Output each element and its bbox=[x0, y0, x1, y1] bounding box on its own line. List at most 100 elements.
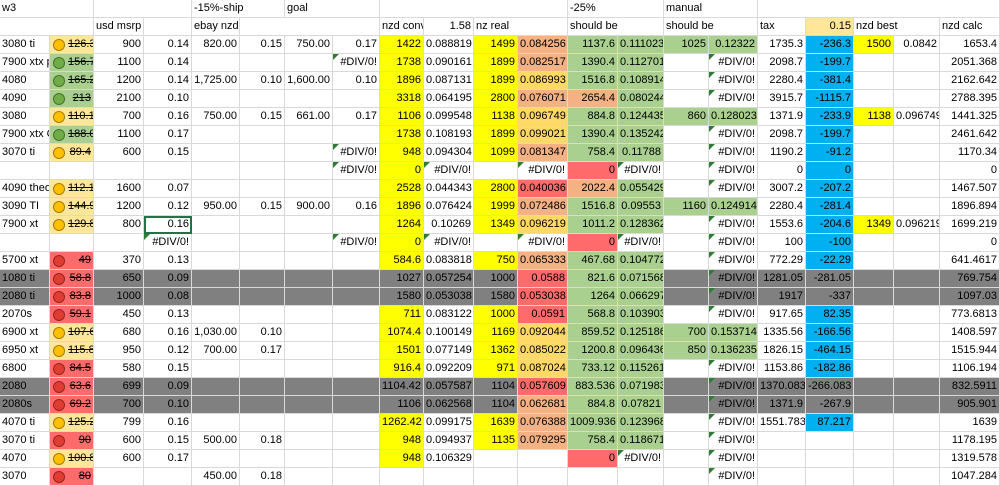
header-nz-real[interactable]: nz real bbox=[474, 18, 568, 36]
cell-conv[interactable]: 1501 bbox=[380, 342, 424, 360]
cell-p2[interactable] bbox=[240, 450, 285, 468]
cell-r1[interactable]: 0.088819 bbox=[424, 36, 474, 54]
cell-taxd[interactable]: -233.9 bbox=[806, 108, 854, 126]
cell-tax[interactable]: 1281.05 bbox=[758, 270, 806, 288]
cell-r1[interactable] bbox=[424, 468, 474, 486]
cell-calc[interactable]: 1653.4 bbox=[940, 36, 1000, 54]
cell-p3[interactable] bbox=[333, 378, 380, 396]
cell-manual[interactable]: 700 bbox=[664, 324, 709, 342]
cell-usd[interactable] bbox=[94, 234, 144, 252]
cell-bestp[interactable] bbox=[894, 342, 940, 360]
cell-tax[interactable]: 1371.9 bbox=[758, 108, 806, 126]
cell-nzreal[interactable]: 1639 bbox=[474, 414, 518, 432]
cell-p1[interactable]: 0.09 bbox=[144, 378, 192, 396]
cell-w3[interactable]: 80 bbox=[50, 468, 94, 486]
cell-tax[interactable]: 1553.6 bbox=[758, 216, 806, 234]
cell-best[interactable] bbox=[854, 306, 894, 324]
cell-calc[interactable]: 905.901 bbox=[940, 396, 1000, 414]
cell-goal[interactable] bbox=[285, 450, 333, 468]
cell-w3[interactable]: 125.2 bbox=[50, 414, 94, 432]
cell-name[interactable]: 7900 xt bbox=[0, 216, 50, 234]
cell-r1[interactable]: 0.094304 bbox=[424, 144, 474, 162]
cell-p1[interactable]: 0.16 bbox=[144, 108, 192, 126]
cell-goal[interactable] bbox=[285, 252, 333, 270]
header-nzd-conve[interactable]: nzd conve bbox=[380, 18, 424, 36]
cell-name[interactable]: 4080 bbox=[0, 72, 50, 90]
cell-tax[interactable] bbox=[758, 450, 806, 468]
cell-r1[interactable]: 0.099175 bbox=[424, 414, 474, 432]
header-rate[interactable]: 1.58 bbox=[424, 18, 474, 36]
cell-taxd[interactable] bbox=[806, 450, 854, 468]
cell-best[interactable] bbox=[854, 90, 894, 108]
cell-conv[interactable]: 1422 bbox=[380, 36, 424, 54]
cell-tax[interactable]: 1371.9 bbox=[758, 396, 806, 414]
cell-calc[interactable]: 0 bbox=[940, 162, 1000, 180]
cell-should[interactable]: 821.6 bbox=[568, 270, 618, 288]
cell-p1[interactable] bbox=[144, 468, 192, 486]
cell-r1[interactable]: 0.10269 bbox=[424, 216, 474, 234]
cell-bestp[interactable] bbox=[894, 90, 940, 108]
cell-manual[interactable] bbox=[664, 360, 709, 378]
cell-should[interactable]: 859.52 bbox=[568, 324, 618, 342]
cell-calc[interactable]: 0 bbox=[940, 234, 1000, 252]
cell-p2[interactable] bbox=[240, 216, 285, 234]
cell-taxd[interactable] bbox=[806, 432, 854, 450]
cell-r1[interactable]: 0.094937 bbox=[424, 432, 474, 450]
cell-manual[interactable] bbox=[664, 306, 709, 324]
cell-should[interactable]: 568.8 bbox=[568, 306, 618, 324]
cell-nzpct[interactable]: 0.086993 bbox=[518, 72, 568, 90]
cell-best[interactable]: 1500 bbox=[854, 36, 894, 54]
cell-goal[interactable] bbox=[285, 90, 333, 108]
cell-taxd[interactable]: 0 bbox=[806, 162, 854, 180]
cell-s2[interactable]: 0.055429 bbox=[618, 180, 664, 198]
cell-ebay[interactable]: 700.00 bbox=[192, 342, 240, 360]
cell-usd[interactable]: 950 bbox=[94, 342, 144, 360]
cell-goal[interactable] bbox=[285, 306, 333, 324]
cell-nzpct[interactable]: 0.079295 bbox=[518, 432, 568, 450]
cell-p1[interactable]: 0.13 bbox=[144, 252, 192, 270]
cell-nzpct[interactable]: 0.053038 bbox=[518, 288, 568, 306]
cell-name[interactable]: 3090 TI bbox=[0, 198, 50, 216]
cell-nzpct[interactable] bbox=[518, 450, 568, 468]
cell-p2[interactable]: 0.15 bbox=[240, 36, 285, 54]
cell-usd[interactable]: 1100 bbox=[94, 126, 144, 144]
cell-should[interactable]: 1264 bbox=[568, 288, 618, 306]
cell-p3[interactable] bbox=[333, 324, 380, 342]
cell-nzpct[interactable]: 0.040036 bbox=[518, 180, 568, 198]
cell-p2[interactable] bbox=[240, 396, 285, 414]
cell-bestp[interactable] bbox=[894, 396, 940, 414]
cell-conv[interactable]: 1896 bbox=[380, 72, 424, 90]
cell-w3[interactable]: 165.2 bbox=[50, 72, 94, 90]
cell-calc[interactable]: 1441.325 bbox=[940, 108, 1000, 126]
cell-taxd[interactable]: -1115.7 bbox=[806, 90, 854, 108]
blank[interactable] bbox=[758, 0, 1000, 18]
cell-nzpct[interactable]: 0.081347 bbox=[518, 144, 568, 162]
cell-name[interactable]: 6800 bbox=[0, 360, 50, 378]
cell-nzreal[interactable]: 1499 bbox=[474, 36, 518, 54]
cell-bestp[interactable] bbox=[894, 252, 940, 270]
cell-r1[interactable]: 0.099548 bbox=[424, 108, 474, 126]
cell-conv[interactable]: 1074.4 bbox=[380, 324, 424, 342]
header-nzd-calc[interactable]: nzd calc bbox=[940, 18, 1000, 36]
cell-bestp[interactable] bbox=[894, 324, 940, 342]
cell-nzreal[interactable] bbox=[474, 450, 518, 468]
cell-conv[interactable]: 916.4 bbox=[380, 360, 424, 378]
cell-best[interactable] bbox=[854, 126, 894, 144]
cell-w3[interactable]: 63.6 bbox=[50, 378, 94, 396]
cell-usd[interactable]: 370 bbox=[94, 252, 144, 270]
cell-tax[interactable]: 2280.4 bbox=[758, 198, 806, 216]
cell-tax[interactable]: 2098.7 bbox=[758, 126, 806, 144]
cell-p3[interactable] bbox=[333, 180, 380, 198]
cell-should[interactable]: 733.12 bbox=[568, 360, 618, 378]
cell-nzpct[interactable]: 0.096219 bbox=[518, 216, 568, 234]
cell-nzreal[interactable]: 2800 bbox=[474, 180, 518, 198]
cell-nzreal[interactable]: 750 bbox=[474, 252, 518, 270]
cell-nzpct[interactable]: #DIV/0! bbox=[518, 162, 568, 180]
cell-bestp[interactable] bbox=[894, 180, 940, 198]
cell-p1[interactable]: 0.17 bbox=[144, 450, 192, 468]
cell-s2[interactable]: 0.103903 bbox=[618, 306, 664, 324]
cell-tax[interactable]: 1153.86 bbox=[758, 360, 806, 378]
cell-r1[interactable]: #DIV/0! bbox=[424, 234, 474, 252]
cell-r1[interactable]: 0.077149 bbox=[424, 342, 474, 360]
cell-p1[interactable]: 0.09 bbox=[144, 270, 192, 288]
